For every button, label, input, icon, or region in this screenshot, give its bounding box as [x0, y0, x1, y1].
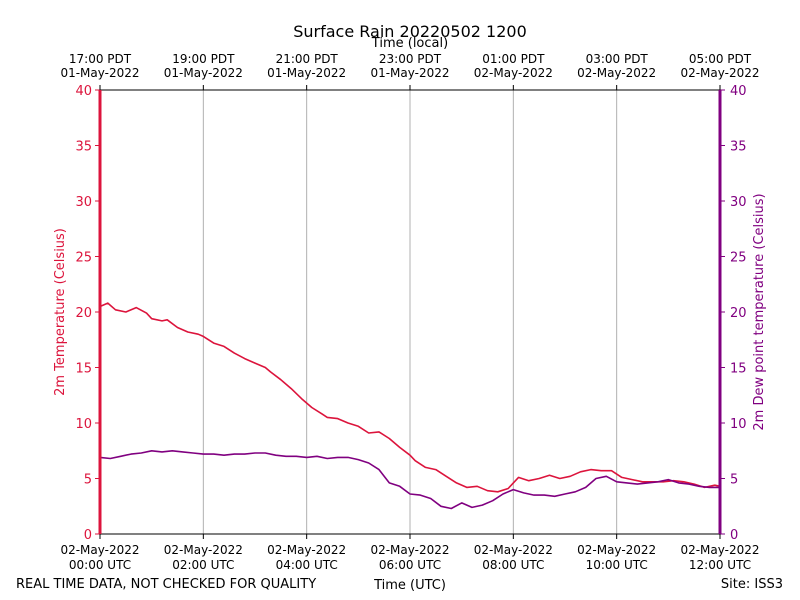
- top-x-tick-time: 21:00 PDT: [276, 52, 339, 66]
- grid-lines: [202, 90, 618, 534]
- right-y-tick-label: 20: [730, 306, 747, 321]
- top-x-tick-time: 19:00 PDT: [172, 52, 235, 66]
- bottom-x-tick-date: 02-May-2022: [370, 543, 449, 557]
- left-y-axis-label: 2m Temperature (Celsius): [53, 228, 68, 396]
- top-x-tick-time: 01:00 PDT: [482, 52, 545, 66]
- top-x-tick-date: 02-May-2022: [680, 66, 759, 80]
- right-y-tick-label: 40: [730, 84, 747, 99]
- top-x-tick-time: 03:00 PDT: [586, 52, 649, 66]
- right-y-tick-label: 25: [730, 251, 747, 266]
- bottom-x-tick-time: 00:00 UTC: [69, 558, 131, 572]
- top-x-tick-date: 01-May-2022: [164, 66, 243, 80]
- left-y-tick-label: 5: [84, 473, 92, 488]
- left-y-tick-label: 15: [75, 362, 92, 377]
- right-y-axis-label: 2m Dew point temperature (Celsius): [752, 193, 767, 430]
- right-y-tick-label: 15: [730, 362, 747, 377]
- left-y-tick-label: 25: [75, 251, 92, 266]
- bottom-x-tick-date: 02-May-2022: [474, 543, 553, 557]
- dewpoint-line: [99, 449, 720, 510]
- top-x-tick-time: 17:00 PDT: [69, 52, 132, 66]
- left-y-tick-label: 10: [75, 417, 92, 432]
- left-y-tick-label: 40: [75, 84, 92, 99]
- bottom-x-tick-time: 06:00 UTC: [379, 558, 441, 572]
- left-y-tick-label: 0: [84, 528, 92, 543]
- chart-title: Surface Rain 20220502 1200: [293, 22, 527, 41]
- bottom-x-tick-date: 02-May-2022: [60, 543, 139, 557]
- bottom-x-tick-time: 10:00 UTC: [586, 558, 648, 572]
- right-y-tick-label: 0: [730, 528, 738, 543]
- top-x-tick-time: 23:00 PDT: [379, 52, 442, 66]
- dewpoint-series-group: [99, 449, 720, 510]
- left-y-ticks: 0 5 10 15 20 25 30 35 40: [75, 84, 100, 543]
- right-y-tick-label: 5: [730, 473, 738, 488]
- top-x-tick-date: 01-May-2022: [267, 66, 346, 80]
- bottom-x-tick-time: 04:00 UTC: [276, 558, 338, 572]
- right-y-ticks: 0 5 10 15 20 25 30 35 40: [720, 84, 747, 543]
- bottom-x-tick-time: 02:00 UTC: [172, 558, 234, 572]
- bottom-x-tick-date: 02-May-2022: [267, 543, 346, 557]
- right-y-tick-label: 10: [730, 417, 747, 432]
- bottom-x-tick-time: 08:00 UTC: [482, 558, 544, 572]
- left-y-tick-label: 20: [75, 306, 92, 321]
- top-x-tick-date: 02-May-2022: [474, 66, 553, 80]
- top-x-tick-date: 02-May-2022: [577, 66, 656, 80]
- temperature-line: [99, 302, 721, 493]
- bottom-x-tick-date: 02-May-2022: [164, 543, 243, 557]
- right-y-tick-label: 35: [730, 140, 747, 155]
- right-y-tick-label: 30: [730, 195, 747, 210]
- left-y-tick-label: 30: [75, 195, 92, 210]
- top-axis-label: Time (local): [371, 36, 448, 51]
- top-x-tick-date: 01-May-2022: [60, 66, 139, 80]
- bottom-x-tick-time: 12:00 UTC: [689, 558, 751, 572]
- bottom-x-tick-date: 02-May-2022: [577, 543, 656, 557]
- top-x-tick-date: 01-May-2022: [370, 66, 449, 80]
- left-y-tick-label: 35: [75, 140, 92, 155]
- top-x-tick-time: 05:00 PDT: [689, 52, 752, 66]
- quality-disclaimer: REAL TIME DATA, NOT CHECKED FOR QUALITY: [16, 577, 316, 592]
- site-label: Site: ISS3: [721, 577, 783, 592]
- temperature-series-group: [99, 302, 721, 493]
- x-axis-label: Time (UTC): [373, 578, 446, 593]
- bottom-x-tick-date: 02-May-2022: [680, 543, 759, 557]
